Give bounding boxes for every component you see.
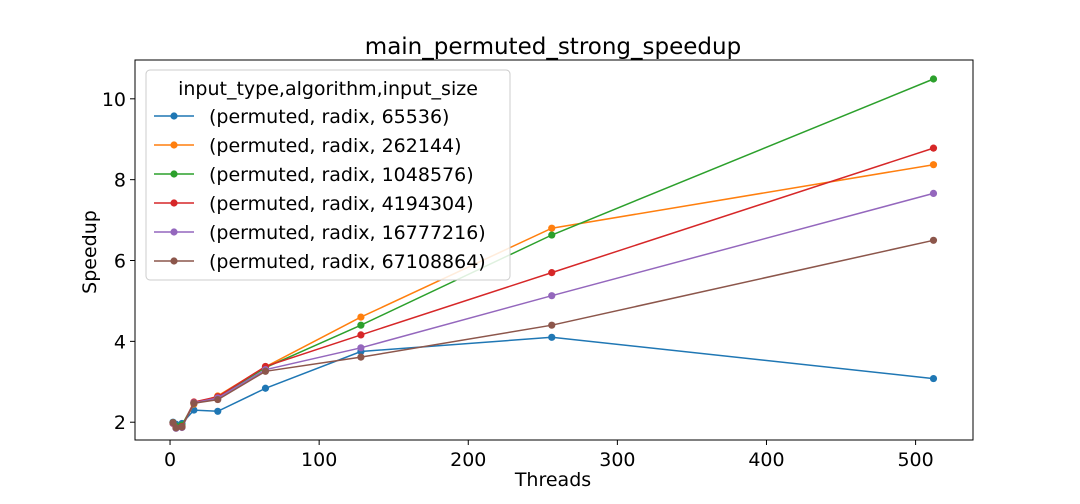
- legend: input_type,algorithm,input_size (permute…: [145, 69, 511, 281]
- data-point: [929, 75, 938, 83]
- legend-swatch-marker: [170, 257, 178, 265]
- x-tick-label: 300: [599, 449, 635, 471]
- x-tick-label: 100: [301, 449, 337, 471]
- legend-label: (permuted, radix, 4194304): [209, 193, 474, 215]
- legend-items: (permuted, radix, 65536) (permuted, radix…: [154, 106, 486, 273]
- data-point: [261, 384, 270, 392]
- legend-swatch-marker: [170, 141, 178, 149]
- x-axis-label: Threads: [514, 469, 591, 491]
- y-axis-ticks: 2 4 6 8 10: [102, 89, 135, 434]
- legend-label: (permuted, radix, 262144): [209, 135, 462, 157]
- plot-area-frame: [134, 59, 974, 441]
- data-point: [929, 144, 938, 152]
- data-point: [929, 374, 938, 383]
- legend-label: (permuted, radix, 1048576): [209, 164, 474, 186]
- legend-swatch-marker: [170, 228, 178, 236]
- y-tick-label: 10: [102, 89, 126, 111]
- y-tick-label: 4: [114, 331, 126, 353]
- data-point: [929, 236, 938, 244]
- data-point: [357, 344, 365, 352]
- data-point: [548, 224, 556, 232]
- data-point: [214, 407, 222, 415]
- legend-item: (permuted, radix, 67108864): [154, 251, 486, 273]
- legend-swatch-marker: [170, 170, 178, 178]
- legend-swatch-marker: [170, 199, 178, 207]
- data-point: [214, 395, 222, 404]
- data-point: [357, 353, 365, 361]
- y-tick-label: 8: [114, 170, 126, 192]
- data-point: [548, 269, 556, 277]
- legend-title: input_type,algorithm,input_size: [178, 78, 478, 100]
- chart-title: main_permuted_strong_speedup: [365, 34, 741, 60]
- data-point: [178, 423, 186, 431]
- data-point: [261, 367, 270, 375]
- data-point: [929, 189, 938, 198]
- legend-swatch-marker: [170, 112, 178, 120]
- series-line: [172, 336, 934, 425]
- series-6: [169, 236, 938, 432]
- data-point: [169, 419, 177, 427]
- x-tick-label: 0: [164, 449, 176, 471]
- legend-item: (permuted, radix, 1048576): [154, 164, 474, 186]
- data-point: [929, 161, 938, 169]
- series-lines: [169, 75, 938, 432]
- y-tick-label: 6: [114, 251, 126, 273]
- data-point: [190, 399, 198, 407]
- x-tick-label: 400: [748, 449, 784, 471]
- legend-label: (permuted, radix, 65536): [209, 106, 449, 128]
- legend-item: (permuted, radix, 16777216): [154, 222, 486, 244]
- data-point: [357, 331, 365, 339]
- data-point: [548, 321, 556, 329]
- legend-box: [145, 69, 511, 281]
- y-axis-label: Speedup: [79, 210, 101, 294]
- legend-item: (permuted, radix, 4194304): [154, 193, 474, 215]
- x-tick-label: 200: [450, 449, 486, 471]
- data-point: [357, 321, 365, 329]
- data-point: [172, 424, 180, 432]
- legend-label: (permuted, radix, 67108864): [209, 251, 486, 273]
- data-point: [548, 231, 556, 239]
- data-point: [548, 292, 556, 300]
- data-point: [548, 333, 556, 341]
- x-axis-ticks: 0 100 200 300 400 500: [164, 440, 934, 471]
- legend-item: (permuted, radix, 65536): [154, 106, 449, 128]
- y-tick-label: 2: [114, 412, 126, 434]
- x-tick-label: 500: [897, 449, 933, 471]
- legend-item: (permuted, radix, 262144): [154, 135, 462, 157]
- data-point: [357, 313, 365, 321]
- series-1: [169, 333, 938, 428]
- legend-label: (permuted, radix, 16777216): [209, 222, 486, 244]
